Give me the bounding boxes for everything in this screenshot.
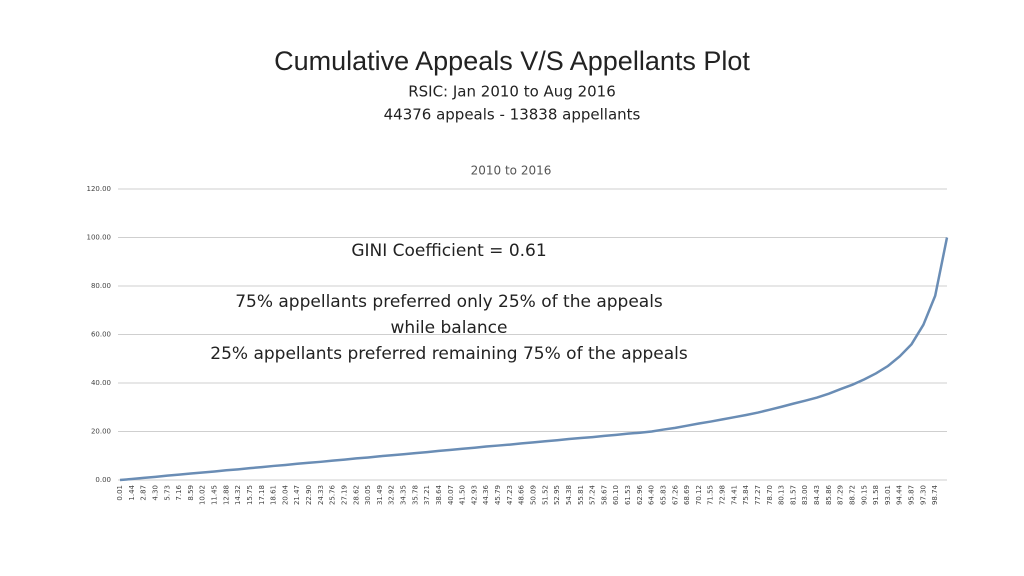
- y-tick-label: 120.00: [87, 185, 112, 193]
- data-line: [119, 237, 949, 482]
- x-tick-label: 31.49: [376, 485, 384, 505]
- x-tick-label: 14.32: [234, 485, 242, 505]
- x-tick-label: 98.74: [931, 484, 939, 505]
- x-tick-label: 87.29: [837, 485, 845, 505]
- x-tick-label: 51.52: [541, 485, 549, 505]
- x-tick-label: 83.00: [801, 485, 809, 505]
- chart-title: 2010 to 2016: [471, 164, 552, 178]
- x-tick-label: 68.69: [683, 485, 691, 505]
- x-tick-label: 77.27: [754, 485, 762, 505]
- x-tick-label: 32.92: [388, 485, 396, 505]
- x-tick-label: 17.18: [258, 485, 266, 505]
- x-tick-label: 34.35: [400, 485, 408, 505]
- x-tick-label: 37.21: [423, 485, 431, 505]
- x-tick-label: 91.58: [872, 485, 880, 505]
- x-tick-label: 47.23: [506, 485, 514, 505]
- annotation: 75% appellants preferred only 25% of the…: [235, 292, 663, 312]
- x-tick-label: 54.38: [565, 485, 573, 505]
- x-tick-label: 21.47: [293, 485, 301, 505]
- x-tick-label: 1.44: [128, 484, 136, 500]
- x-tick-label: 2.87: [140, 485, 148, 501]
- x-tick-label: 57.24: [589, 484, 597, 505]
- x-tick-label: 45.79: [494, 485, 502, 505]
- x-tick-label: 15.75: [246, 485, 254, 505]
- x-tick-label: 70.12: [695, 485, 703, 505]
- x-tick-label: 64.40: [648, 485, 656, 505]
- slide-subtitle: RSIC: Jan 2010 to Aug 2016: [408, 83, 616, 101]
- y-tick-label: 40.00: [91, 379, 111, 387]
- x-tick-label: 8.59: [187, 485, 195, 501]
- annotation: 25% appellants preferred remaining 75% o…: [210, 344, 688, 364]
- x-tick-label: 50.09: [530, 485, 538, 505]
- x-tick-label: 5.73: [163, 485, 171, 501]
- x-tick-label: 44.36: [482, 484, 490, 505]
- x-tick-label: 22.90: [305, 485, 313, 505]
- x-tick-label: 24.33: [317, 485, 325, 505]
- slide-title: Cumulative Appeals V/S Appellants Plot: [274, 46, 750, 76]
- x-tick-label: 42.93: [470, 485, 478, 505]
- x-tick-label: 4.30: [151, 485, 159, 501]
- y-tick-label: 0.00: [95, 476, 111, 484]
- x-tick-label: 80.13: [778, 485, 786, 505]
- x-tick-label: 93.01: [884, 485, 892, 505]
- x-tick-label: 40.07: [447, 485, 455, 505]
- x-tick-label: 58.67: [600, 485, 608, 505]
- x-tick-label: 72.98: [719, 485, 727, 505]
- slide-subtitle: 44376 appeals - 13838 appellants: [384, 106, 641, 124]
- x-tick-label: 11.45: [211, 485, 219, 505]
- x-tick-label: 78.70: [766, 485, 774, 505]
- x-tick-label: 35.78: [411, 485, 419, 505]
- annotation: GINI Coefficient = 0.61: [351, 241, 546, 261]
- y-tick-label: 60.00: [91, 331, 111, 339]
- x-tick-label: 25.76: [329, 484, 337, 505]
- x-tick-label: 95.87: [908, 485, 916, 505]
- x-tick-label: 71.55: [707, 485, 715, 505]
- x-tick-label: 28.62: [352, 485, 360, 505]
- y-tick-label: 20.00: [91, 428, 111, 436]
- x-tick-label: 65.83: [659, 485, 667, 505]
- x-tick-label: 90.15: [860, 485, 868, 505]
- y-tick-label: 100.00: [87, 234, 112, 242]
- x-tick-label: 10.02: [199, 485, 207, 505]
- x-tick-label: 0.01: [116, 485, 124, 501]
- x-tick-label: 84.43: [813, 485, 821, 505]
- x-tick-label: 62.96: [636, 484, 644, 505]
- x-tick-label: 85.86: [825, 484, 833, 505]
- x-tick-label: 97.30: [919, 485, 927, 505]
- x-tick-label: 30.05: [364, 485, 372, 505]
- x-tick-label: 67.26: [671, 484, 679, 505]
- x-tick-label: 60.10: [612, 485, 620, 505]
- x-tick-label: 7.16: [175, 484, 183, 500]
- x-tick-label: 12.88: [222, 485, 230, 505]
- x-tick-label: 94.44: [896, 484, 904, 505]
- annotation: while balance: [391, 318, 508, 338]
- x-tick-label: 20.04: [281, 484, 289, 505]
- x-tick-label: 55.81: [577, 485, 585, 505]
- x-tick-label: 38.64: [435, 484, 443, 505]
- x-tick-label: 52.95: [553, 485, 561, 505]
- x-tick-label: 27.19: [340, 485, 348, 505]
- y-tick-label: 80.00: [91, 282, 111, 290]
- x-tick-label: 41.50: [459, 485, 467, 505]
- x-tick-label: 61.53: [624, 485, 632, 505]
- x-tick-label: 18.61: [270, 485, 278, 505]
- x-tick-label: 81.57: [789, 485, 797, 505]
- x-tick-label: 48.66: [518, 484, 526, 505]
- x-tick-label: 75.84: [742, 484, 750, 505]
- x-tick-label: 74.41: [730, 485, 738, 505]
- x-tick-label: 88.72: [848, 485, 856, 505]
